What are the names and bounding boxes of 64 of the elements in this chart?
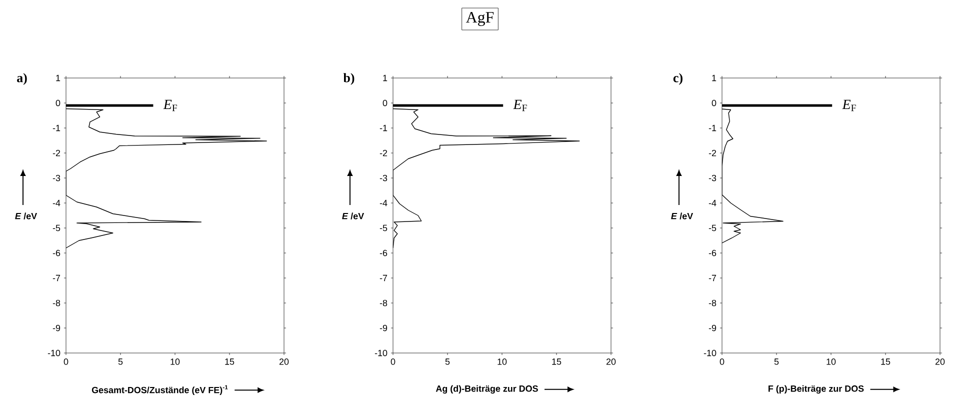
y-tick-label: -3 bbox=[380, 174, 388, 182]
y-tick-label: -1 bbox=[708, 124, 716, 132]
x-tick-label: 5 bbox=[774, 358, 779, 365]
y-tick-label: -1 bbox=[52, 124, 60, 132]
y-tick-label: -8 bbox=[708, 300, 716, 306]
chart-title: a) bbox=[17, 73, 27, 85]
y-tick-label: -9 bbox=[52, 324, 60, 332]
y-tick-label: -6 bbox=[708, 250, 716, 256]
x-tick-label: 5 bbox=[118, 358, 123, 365]
y-axis-title: E /eV bbox=[342, 212, 364, 220]
x-tick-label: 15 bbox=[881, 358, 890, 365]
series-label: E$_{F}$ bbox=[513, 100, 527, 112]
y-tick-label: -5 bbox=[52, 224, 60, 232]
y-tick-label: -2 bbox=[708, 150, 716, 156]
y-tick-label: -9 bbox=[380, 324, 388, 332]
chart-title: c) bbox=[673, 73, 682, 85]
x-tick-label: 10 bbox=[826, 358, 836, 365]
x-tick-label: 0 bbox=[720, 358, 724, 365]
x-tick-label: 15 bbox=[225, 358, 234, 365]
y-tick-label: -2 bbox=[380, 150, 388, 156]
y-axis-title: E /eV bbox=[15, 212, 38, 220]
y-tick-label: -9 bbox=[708, 324, 716, 332]
y-tick-label: 1 bbox=[383, 74, 388, 82]
x-tick-label: 5 bbox=[445, 358, 450, 365]
y-tick-label: -10 bbox=[48, 350, 60, 356]
x-tick-label: 20 bbox=[606, 358, 616, 365]
y-tick-label: -1 bbox=[380, 124, 388, 132]
y-tick-label: -4 bbox=[52, 200, 60, 206]
y-tick-label: -6 bbox=[52, 250, 60, 256]
x-tick-label: 20 bbox=[935, 358, 945, 365]
x-tick-label: 0 bbox=[390, 358, 396, 365]
y-tick-label: -3 bbox=[52, 174, 60, 182]
x-tick-label: 20 bbox=[279, 358, 289, 365]
y-tick-label: -5 bbox=[380, 224, 388, 232]
y-tick-label: -3 bbox=[708, 174, 716, 182]
x-tick-label: 10 bbox=[170, 358, 180, 365]
x-tick-label: 15 bbox=[552, 358, 562, 365]
y-tick-label: -5 bbox=[708, 224, 716, 232]
y-tick-label: 0 bbox=[712, 100, 716, 106]
y-tick-label: -4 bbox=[380, 200, 388, 206]
x-tick-label: 0 bbox=[64, 358, 68, 365]
x-axis-title: Gesamt-DOS/Zustände (eV FE)$^{-1}$ bbox=[92, 385, 228, 395]
y-tick-label: -2 bbox=[52, 150, 60, 156]
y-tick-label: -8 bbox=[52, 300, 60, 306]
y-tick-label: -6 bbox=[380, 250, 388, 256]
series-label: E$_{F}$ bbox=[163, 100, 178, 112]
y-tick-label: -10 bbox=[374, 350, 388, 356]
y-tick-label: 1 bbox=[56, 74, 60, 82]
x-tick-label: 10 bbox=[498, 358, 507, 365]
y-tick-label: 1 bbox=[712, 74, 716, 82]
y-tick-label: -4 bbox=[708, 200, 716, 206]
y-tick-label: -7 bbox=[380, 274, 388, 282]
y-tick-label: 0 bbox=[382, 100, 388, 106]
chart-title: b) bbox=[343, 73, 354, 85]
y-tick-label: 0 bbox=[56, 100, 60, 106]
y-tick-label: -7 bbox=[708, 274, 716, 282]
x-axis-title: Ag (d)-Beiträge zur DOS bbox=[436, 385, 538, 394]
y-tick-label: -7 bbox=[52, 274, 60, 282]
series-label: E$_{F}$ bbox=[842, 100, 856, 112]
text: AgF bbox=[466, 12, 494, 26]
x-axis-title: F (p)-Beiträge zur DOS bbox=[768, 385, 864, 394]
y-tick-label: -10 bbox=[704, 350, 716, 356]
y-axis-title: E /eV bbox=[671, 212, 694, 220]
y-tick-label: -8 bbox=[380, 300, 388, 306]
